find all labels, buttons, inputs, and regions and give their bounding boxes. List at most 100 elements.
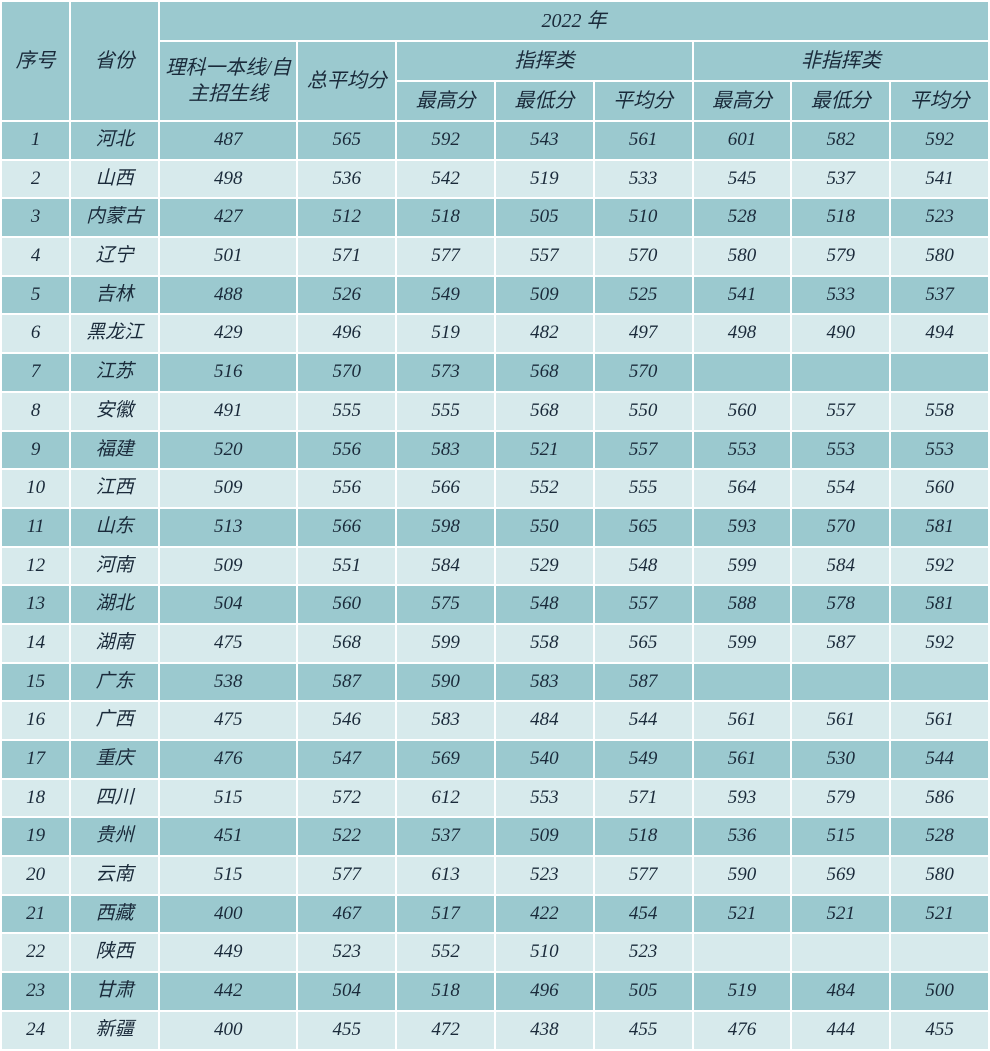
cell-line: 515 xyxy=(159,856,297,895)
cell-c2-min: 484 xyxy=(791,972,890,1011)
header-c1-max: 最高分 xyxy=(396,81,495,121)
cell-c1-max: 583 xyxy=(396,431,495,470)
cell-c1-max: 472 xyxy=(396,1011,495,1050)
cell-c1-avg: 561 xyxy=(594,121,693,160)
cell-c1-avg: 525 xyxy=(594,276,693,315)
table-row: 6黑龙江429496519482497498490494 xyxy=(1,314,989,353)
cell-prov: 黑龙江 xyxy=(70,314,159,353)
cell-c1-avg: 533 xyxy=(594,160,693,199)
cell-c1-avg: 548 xyxy=(594,547,693,586)
cell-c1-min: 519 xyxy=(495,160,594,199)
cell-c1-max: 549 xyxy=(396,276,495,315)
table-row: 18四川515572612553571593579586 xyxy=(1,779,989,818)
cell-c2-avg: 541 xyxy=(890,160,989,199)
cell-c2-min: 570 xyxy=(791,508,890,547)
cell-avg-total: 522 xyxy=(297,817,396,856)
cell-seq: 4 xyxy=(1,237,70,276)
cell-c2-max: 545 xyxy=(693,160,792,199)
cell-prov: 陕西 xyxy=(70,933,159,972)
cell-line: 442 xyxy=(159,972,297,1011)
cell-seq: 9 xyxy=(1,431,70,470)
cell-c1-avg: 570 xyxy=(594,237,693,276)
cell-prov: 广西 xyxy=(70,701,159,740)
cell-c2-avg: 586 xyxy=(890,779,989,818)
cell-c1-max: 517 xyxy=(396,895,495,934)
cell-seq: 21 xyxy=(1,895,70,934)
cell-c2-avg: 528 xyxy=(890,817,989,856)
cell-c2-max: 521 xyxy=(693,895,792,934)
cell-prov: 重庆 xyxy=(70,740,159,779)
cell-line: 520 xyxy=(159,431,297,470)
cell-c1-max: 552 xyxy=(396,933,495,972)
cell-c1-avg: 510 xyxy=(594,198,693,237)
cell-c1-max: 590 xyxy=(396,663,495,702)
cell-line: 476 xyxy=(159,740,297,779)
cell-c1-avg: 550 xyxy=(594,392,693,431)
cell-seq: 10 xyxy=(1,469,70,508)
cell-seq: 2 xyxy=(1,160,70,199)
cell-line: 509 xyxy=(159,469,297,508)
cell-seq: 6 xyxy=(1,314,70,353)
cell-c1-avg: 587 xyxy=(594,663,693,702)
cell-avg-total: 547 xyxy=(297,740,396,779)
cell-c1-avg: 571 xyxy=(594,779,693,818)
cell-avg-total: 570 xyxy=(297,353,396,392)
cell-seq: 8 xyxy=(1,392,70,431)
cell-c2-max: 593 xyxy=(693,779,792,818)
cell-c2-min: 578 xyxy=(791,585,890,624)
cell-c2-avg: 561 xyxy=(890,701,989,740)
cell-c2-max: 599 xyxy=(693,624,792,663)
cell-c1-max: 599 xyxy=(396,624,495,663)
cell-c2-avg: 580 xyxy=(890,237,989,276)
cell-c1-avg: 549 xyxy=(594,740,693,779)
cell-c1-max: 573 xyxy=(396,353,495,392)
cell-c1-avg: 570 xyxy=(594,353,693,392)
cell-prov: 湖北 xyxy=(70,585,159,624)
cell-c2-min: 537 xyxy=(791,160,890,199)
cell-line: 515 xyxy=(159,779,297,818)
cell-line: 475 xyxy=(159,701,297,740)
cell-c1-min: 568 xyxy=(495,353,594,392)
cell-c1-max: 584 xyxy=(396,547,495,586)
cell-line: 427 xyxy=(159,198,297,237)
cell-c2-avg: 592 xyxy=(890,121,989,160)
cell-c1-avg: 523 xyxy=(594,933,693,972)
cell-prov: 安徽 xyxy=(70,392,159,431)
cell-c1-min: 438 xyxy=(495,1011,594,1050)
cell-c2-avg: 521 xyxy=(890,895,989,934)
cell-prov: 甘肃 xyxy=(70,972,159,1011)
cell-seq: 16 xyxy=(1,701,70,740)
cell-prov: 山西 xyxy=(70,160,159,199)
cell-c1-avg: 557 xyxy=(594,431,693,470)
table-row: 16广西475546583484544561561561 xyxy=(1,701,989,740)
cell-c1-min: 552 xyxy=(495,469,594,508)
cell-c2-avg: 592 xyxy=(890,547,989,586)
cell-c1-min: 422 xyxy=(495,895,594,934)
cell-c2-min: 557 xyxy=(791,392,890,431)
cell-seq: 24 xyxy=(1,1011,70,1050)
cell-c1-avg: 565 xyxy=(594,508,693,547)
cell-avg-total: 566 xyxy=(297,508,396,547)
cell-c2-max: 580 xyxy=(693,237,792,276)
cell-c1-min: 550 xyxy=(495,508,594,547)
cell-seq: 1 xyxy=(1,121,70,160)
cell-c2-max: 593 xyxy=(693,508,792,547)
table-row: 5吉林488526549509525541533537 xyxy=(1,276,989,315)
cell-c1-min: 510 xyxy=(495,933,594,972)
cell-c1-max: 542 xyxy=(396,160,495,199)
cell-c2-min: 579 xyxy=(791,779,890,818)
cell-line: 429 xyxy=(159,314,297,353)
cell-c1-avg: 455 xyxy=(594,1011,693,1050)
cell-prov: 贵州 xyxy=(70,817,159,856)
header-c2-max: 最高分 xyxy=(693,81,792,121)
cell-c1-min: 505 xyxy=(495,198,594,237)
cell-c2-avg: 455 xyxy=(890,1011,989,1050)
cell-prov: 江西 xyxy=(70,469,159,508)
cell-c1-max: 613 xyxy=(396,856,495,895)
cell-c2-max: 498 xyxy=(693,314,792,353)
cell-avg-total: 551 xyxy=(297,547,396,586)
header-province: 省份 xyxy=(70,1,159,121)
table-row: 13湖北504560575548557588578581 xyxy=(1,585,989,624)
cell-c2-min: 444 xyxy=(791,1011,890,1050)
table-row: 1河北487565592543561601582592 xyxy=(1,121,989,160)
